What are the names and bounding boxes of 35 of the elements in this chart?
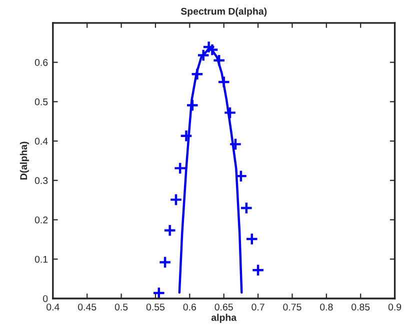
point [252, 264, 265, 277]
x-tick-label: 0.4 [46, 304, 60, 310]
point [163, 224, 176, 237]
x-tick-label: 0.9 [388, 304, 402, 310]
x-axis-title: alpha [211, 314, 237, 323]
chart-title: Spectrum D(alpha) [180, 8, 267, 17]
point [186, 98, 199, 112]
point [228, 138, 242, 151]
x-tick-label: 0.55 [146, 304, 165, 310]
x-tick-label: 0.7 [252, 304, 264, 310]
x-tick-label: 0.45 [78, 304, 96, 310]
x-tick-label: 0.65 [214, 304, 233, 310]
point [245, 232, 258, 246]
y-tick-label: 0.5 [34, 98, 48, 106]
x-tick-label: 0.5 [114, 304, 128, 310]
y-tick-label: 0.4 [34, 138, 48, 145]
x-tick-label: 0.85 [352, 304, 370, 310]
point [169, 193, 182, 206]
point [217, 76, 230, 88]
point [180, 129, 193, 142]
y-tick-label: 0.2 [34, 216, 48, 224]
point [158, 256, 172, 269]
x-tick-label: 0.8 [320, 304, 333, 310]
point [152, 286, 166, 298]
point [240, 201, 253, 214]
y-tick-label: 0.1 [34, 256, 48, 263]
y-tick-label: 0.3 [34, 177, 48, 184]
point [224, 106, 236, 120]
point [174, 162, 187, 175]
x-tick-label: 0.75 [283, 304, 302, 310]
y-axis-title: D(alpha) [20, 142, 29, 180]
point [190, 68, 204, 81]
x-tick-label: 0.6 [183, 304, 196, 310]
y-tick-label: 0 [43, 295, 48, 302]
y-tick-label: 0.6 [34, 59, 48, 66]
